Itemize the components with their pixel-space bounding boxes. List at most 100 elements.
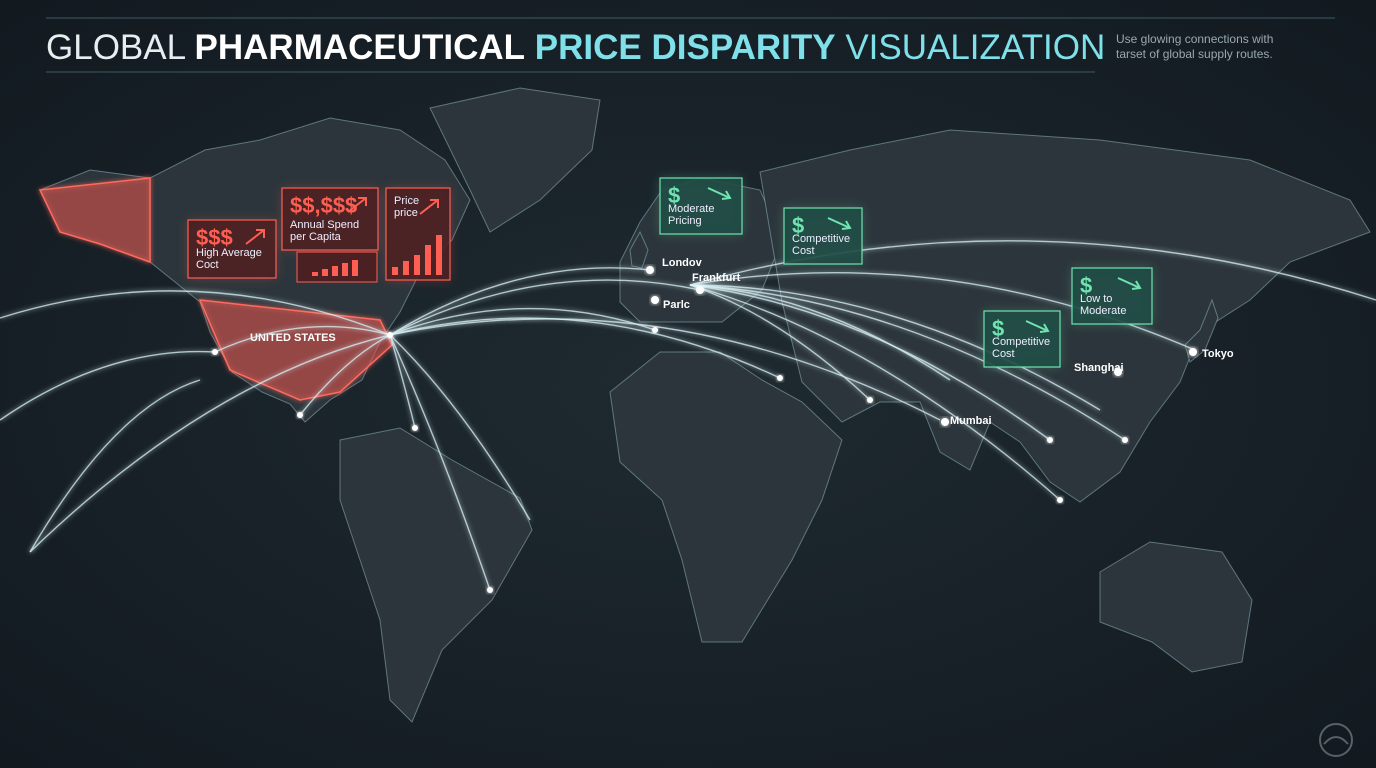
mini-bar <box>392 267 398 275</box>
trend-arrow <box>347 197 367 213</box>
trend-arrow <box>1117 277 1142 290</box>
city-dot <box>1189 348 1197 356</box>
trend-arrow <box>1025 320 1050 333</box>
city-label: Londov <box>662 257 703 269</box>
title: GLOBAL PHARMACEUTICAL PRICE DISPARITY VI… <box>46 28 1105 67</box>
city-label: Parlc <box>663 299 690 311</box>
callout-text: Cost <box>792 245 815 257</box>
south-america <box>339 427 533 723</box>
callout-box <box>1071 267 1153 325</box>
callout-symbol: $$$ <box>196 225 233 250</box>
trend-arrow <box>707 187 732 200</box>
route-arc <box>389 334 416 429</box>
callout-text: Cost <box>992 348 1015 360</box>
callout-text: Low to <box>1080 293 1112 305</box>
trend-arrow <box>419 199 439 215</box>
mini-bar <box>352 260 358 276</box>
route-arc <box>29 334 391 553</box>
city-label: Tokyo <box>1202 348 1234 360</box>
region-label: UNITED STATES <box>250 332 336 344</box>
city-dot <box>651 296 659 304</box>
callout-text: Competitive <box>992 336 1050 348</box>
route-node <box>297 412 303 418</box>
route-node <box>212 349 218 355</box>
route-node <box>777 375 783 381</box>
asia <box>759 129 1371 503</box>
city-dot <box>646 266 654 274</box>
callout-text: Moderate <box>668 203 714 215</box>
cities: Londov Frankfurt Parlc Mumbai Shanghai Tokyo <box>212 257 1234 593</box>
trend-arrow <box>245 229 265 245</box>
route-arc <box>689 284 1061 501</box>
callout-text: Annual Spend <box>290 219 359 231</box>
route-arc <box>0 350 216 421</box>
callout-symbol: $$,$$$ <box>290 193 357 218</box>
route-arc <box>389 318 941 421</box>
note-line: tarset of global supply routes. <box>1116 47 1273 61</box>
route-arc <box>389 279 701 336</box>
route-arc <box>689 284 871 401</box>
route-node <box>1047 437 1053 443</box>
mini-bar <box>425 245 431 275</box>
title-part: PRICE DISPARITY <box>535 28 836 67</box>
route-node <box>1057 497 1063 503</box>
route-arc <box>29 379 201 553</box>
route-arc <box>689 284 951 381</box>
australia <box>1099 541 1253 673</box>
us-highlight <box>198 299 393 401</box>
city-dot <box>1114 368 1122 376</box>
callout-text: High Average <box>196 247 262 259</box>
note: Use glowing connections with tarset of g… <box>1116 32 1277 61</box>
route-arc <box>389 267 651 336</box>
callout-text: Competitive <box>792 233 850 245</box>
mini-bar <box>342 263 348 276</box>
callout-box <box>983 310 1061 368</box>
route-arc <box>389 317 781 379</box>
title-part: VISUALIZATION <box>845 28 1105 67</box>
route-node <box>1122 437 1128 443</box>
city-label: Mumbai <box>950 415 992 427</box>
title-part: PHARMACEUTICAL <box>195 28 526 67</box>
mini-bar <box>312 272 318 276</box>
mini-bar <box>322 269 328 276</box>
callout-text: Pricing <box>668 215 702 227</box>
route-arc <box>389 334 531 521</box>
title-part: GLOBAL <box>46 28 186 67</box>
route-arc <box>214 325 391 353</box>
city-dot <box>696 286 704 294</box>
route-node <box>387 332 393 338</box>
route-node <box>652 327 658 333</box>
callout-text: Price <box>394 195 419 207</box>
route-arc <box>689 284 1126 441</box>
mini-bar <box>403 261 409 275</box>
callout-text: Coct <box>196 259 219 271</box>
route-arc <box>689 284 1101 411</box>
uk <box>629 230 649 269</box>
callout-text: per Capita <box>290 231 342 243</box>
route-node <box>867 397 873 403</box>
callout-symbol: $ <box>668 183 680 208</box>
callout-box <box>659 177 743 235</box>
callout-box <box>783 207 863 265</box>
route-arc <box>689 284 1051 441</box>
mini-bar <box>332 266 338 276</box>
callout-symbol: $ <box>792 213 804 238</box>
route-arc <box>299 334 391 416</box>
route-arc <box>0 290 391 336</box>
note-line: Use glowing connections with <box>1116 32 1273 46</box>
callout-symbol: $ <box>1080 273 1092 298</box>
route-node <box>487 587 493 593</box>
route-arc <box>389 307 656 336</box>
japan <box>1184 298 1219 363</box>
mini-bar <box>414 255 420 275</box>
callout-symbol: $ <box>992 316 1004 341</box>
city-label: Frankfurt <box>692 272 741 284</box>
trend-arrow <box>827 217 852 230</box>
route-node <box>412 425 418 431</box>
greenland <box>429 87 601 233</box>
alaska-highlight <box>38 177 151 264</box>
city-label: Shanghai <box>1074 362 1124 374</box>
callout-text: Moderate <box>1080 305 1126 317</box>
